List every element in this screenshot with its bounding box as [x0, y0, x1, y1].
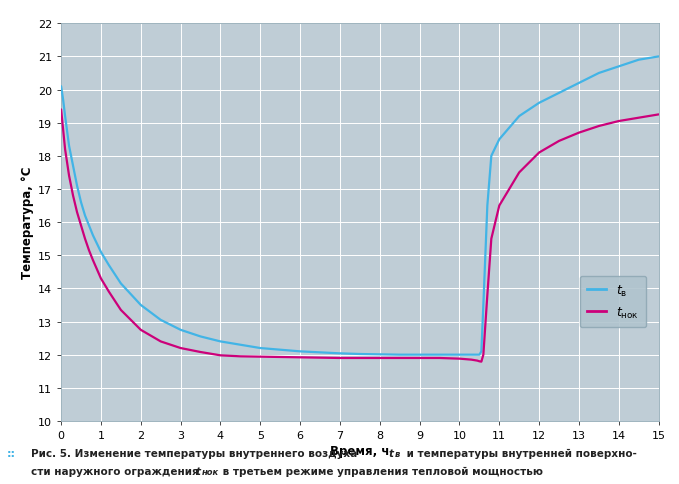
Y-axis label: Температура, °С: Температура, °С [20, 166, 34, 279]
Text: в: в [394, 449, 400, 458]
Text: в третьем режиме управления тепловой мощностью: в третьем режиме управления тепловой мощ… [219, 466, 543, 476]
Text: и температуры внутренней поверхно-: и температуры внутренней поверхно- [403, 448, 636, 458]
Legend: $t_\mathsf{в}$, $t_\mathsf{нок}$: $t_\mathsf{в}$, $t_\mathsf{нок}$ [580, 276, 646, 328]
X-axis label: Время, ч: Время, ч [330, 444, 390, 457]
Text: нок: нок [202, 467, 219, 476]
Text: t: t [388, 448, 393, 458]
Text: сти наружного ограждения: сти наружного ограждения [31, 466, 202, 476]
Text: t: t [196, 466, 200, 476]
Text: Рис. 5. Изменение температуры внутреннего воздуха: Рис. 5. Изменение температуры внутреннег… [31, 448, 361, 458]
Text: ::: :: [7, 448, 16, 458]
